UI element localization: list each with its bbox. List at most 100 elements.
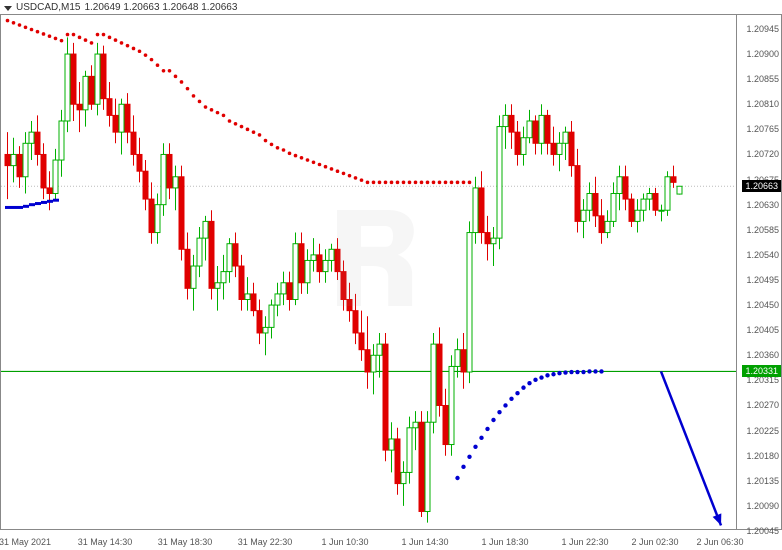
candle-body	[227, 244, 232, 272]
sar-dot	[485, 427, 489, 431]
candle-body	[581, 210, 586, 221]
sar-dot	[515, 391, 519, 395]
dropdown-icon[interactable]	[4, 4, 12, 12]
sar-dot	[60, 39, 64, 43]
sar-dot	[432, 181, 436, 185]
sar-dot	[372, 181, 376, 185]
sar-dot	[264, 139, 268, 143]
sar-dot	[198, 100, 202, 104]
sar-dot	[12, 21, 16, 25]
sar-dot	[503, 403, 507, 407]
sar-dot	[330, 167, 334, 171]
sar-dot	[234, 122, 238, 126]
candle-body	[329, 249, 334, 260]
candle-body	[83, 76, 88, 109]
y-tick-label: 1.20450	[746, 300, 779, 310]
sar-dot	[30, 28, 34, 32]
y-tick-label: 1.20945	[746, 24, 779, 34]
y-tick-label: 1.20855	[746, 74, 779, 84]
sar-dot	[53, 199, 59, 202]
candle-body	[77, 104, 82, 110]
candle-body	[455, 350, 460, 367]
sar-dot	[144, 53, 148, 57]
sar-dot	[551, 372, 555, 376]
candle-body	[443, 405, 448, 444]
candle-body	[185, 249, 190, 288]
sar-dot	[438, 181, 442, 185]
candle-body	[47, 188, 52, 194]
candle-body	[101, 54, 106, 99]
candle-body	[623, 177, 628, 199]
sar-dot	[324, 165, 328, 169]
sar-dot	[414, 181, 418, 185]
sar-dot	[593, 369, 597, 373]
candle-body	[311, 255, 316, 261]
candle-body	[281, 283, 286, 294]
candle-body	[569, 132, 574, 165]
y-tick-label: 1.20495	[746, 275, 779, 285]
candle-body	[305, 260, 310, 282]
x-axis: 31 May 202131 May 14:3031 May 18:3031 Ma…	[0, 535, 736, 550]
y-tick-label: 1.20225	[746, 426, 779, 436]
sar-dot	[228, 119, 232, 123]
sar-dot	[210, 108, 214, 112]
sar-dot	[557, 371, 561, 375]
sar-dot	[599, 369, 603, 373]
sar-dot	[23, 205, 29, 208]
sar-dot	[192, 94, 196, 98]
candle-body	[401, 472, 406, 483]
candle-body	[245, 294, 250, 300]
candle-body	[467, 233, 472, 372]
candle-body	[407, 428, 412, 473]
sar-dot	[48, 34, 52, 38]
sar-dot	[455, 476, 459, 480]
sar-dot	[563, 370, 567, 374]
candle-body	[197, 238, 202, 266]
sar-dot	[294, 154, 298, 158]
candle-body	[173, 177, 178, 188]
sar-dot	[138, 49, 142, 53]
sar-dot	[336, 169, 340, 173]
candle-body	[533, 121, 538, 143]
candle-body	[599, 216, 604, 233]
x-tick-label: 31 May 18:30	[158, 537, 213, 547]
y-tick-label: 1.20180	[746, 451, 779, 461]
candle-body	[647, 194, 652, 200]
y-tick-label: 1.20720	[746, 149, 779, 159]
sar-dot	[18, 23, 22, 27]
sar-dot	[150, 58, 154, 62]
sar-dot	[24, 25, 28, 29]
candle-body	[587, 194, 592, 211]
candle-body	[503, 115, 508, 126]
candle-body	[395, 439, 400, 484]
x-tick-label: 31 May 2021	[0, 537, 51, 547]
sar-dot	[342, 172, 346, 176]
sar-dot	[282, 148, 286, 152]
sar-dot	[396, 181, 400, 185]
sar-dot	[450, 181, 454, 185]
candle-body	[425, 422, 430, 511]
candle-body	[293, 244, 298, 300]
sar-dot	[36, 30, 40, 34]
sar-dot	[318, 163, 322, 167]
candle-body	[635, 210, 640, 221]
x-tick-label: 1 Jun 22:30	[561, 537, 608, 547]
candle-body	[89, 76, 94, 104]
x-tick-label: 2 Jun 02:30	[631, 537, 678, 547]
candle-body	[485, 233, 490, 244]
candle-body	[557, 143, 562, 154]
sar-dot	[42, 32, 46, 36]
candle-body	[191, 266, 196, 288]
candle-body	[35, 132, 40, 154]
candle-body	[515, 132, 520, 154]
current-price-box: 1.20663	[742, 180, 781, 192]
candle-body	[593, 194, 598, 216]
sar-dot	[408, 181, 412, 185]
plot-area[interactable]	[0, 14, 736, 530]
x-tick-label: 1 Jun 14:30	[401, 537, 448, 547]
sar-dot	[270, 143, 274, 147]
sar-dot	[545, 373, 549, 377]
sar-dot	[366, 181, 370, 185]
sar-dot	[180, 80, 184, 84]
x-tick-label: 2 Jun 06:30	[696, 537, 743, 547]
